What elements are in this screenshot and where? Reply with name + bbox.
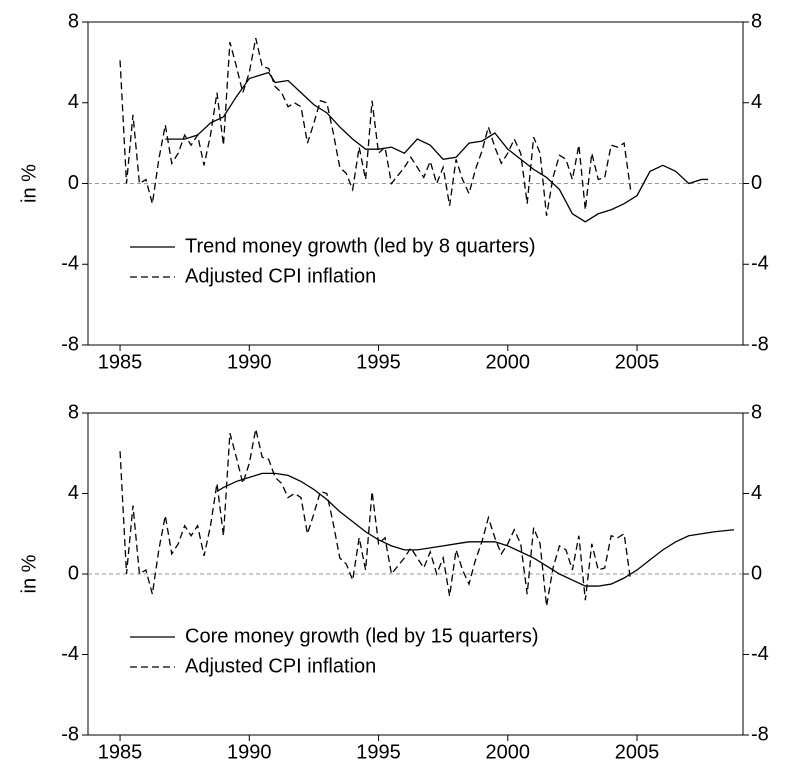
x-tick-label: 2005 xyxy=(615,351,660,373)
series-line xyxy=(119,428,632,607)
x-tick-label: 2005 xyxy=(615,741,660,763)
series-line xyxy=(165,71,709,223)
y-tick-label: 4 xyxy=(68,482,79,504)
x-tick-label: 2000 xyxy=(486,351,531,373)
x-tick-label: 1985 xyxy=(98,351,143,373)
y-tick-label: 0 xyxy=(68,172,79,194)
y-axis-label: in % xyxy=(18,554,40,593)
x-tick-label: 1995 xyxy=(356,351,401,373)
y2-tick-label: 0 xyxy=(751,172,762,194)
y-tick-label: 8 xyxy=(68,401,79,423)
x-tick-label: 1985 xyxy=(98,741,143,763)
y2-tick-label: 8 xyxy=(751,10,762,32)
x-tick-label: 1990 xyxy=(227,741,272,763)
y-tick-label: -8 xyxy=(61,723,79,745)
y2-tick-label: 8 xyxy=(751,401,762,423)
y-axis-label: in % xyxy=(18,164,40,203)
x-tick-label: 1995 xyxy=(356,741,401,763)
y-tick-label: -4 xyxy=(61,643,79,665)
y-tick-label: 8 xyxy=(68,10,79,32)
y2-tick-label: 4 xyxy=(751,482,762,504)
x-tick-label: 1990 xyxy=(227,351,272,373)
y-tick-label: -8 xyxy=(61,333,79,355)
legend-label: Adjusted CPI inflation xyxy=(185,655,376,677)
legend-label: Trend money growth (led by 8 quarters) xyxy=(185,235,536,257)
y-tick-label: 4 xyxy=(68,91,79,113)
legend-label: Adjusted CPI inflation xyxy=(185,265,376,287)
y2-tick-label: -8 xyxy=(751,333,769,355)
y2-tick-label: 4 xyxy=(751,91,762,113)
series-line xyxy=(216,472,735,587)
y-tick-label: 0 xyxy=(68,562,79,584)
y-tick-label: -4 xyxy=(61,253,79,275)
y2-tick-label: -8 xyxy=(751,723,769,745)
y2-tick-label: 0 xyxy=(751,562,762,584)
y2-tick-label: -4 xyxy=(751,643,769,665)
y2-tick-label: -4 xyxy=(751,253,769,275)
series-line xyxy=(119,38,632,216)
x-tick-label: 2000 xyxy=(486,741,531,763)
legend-label: Core money growth (led by 15 quarters) xyxy=(185,625,539,647)
